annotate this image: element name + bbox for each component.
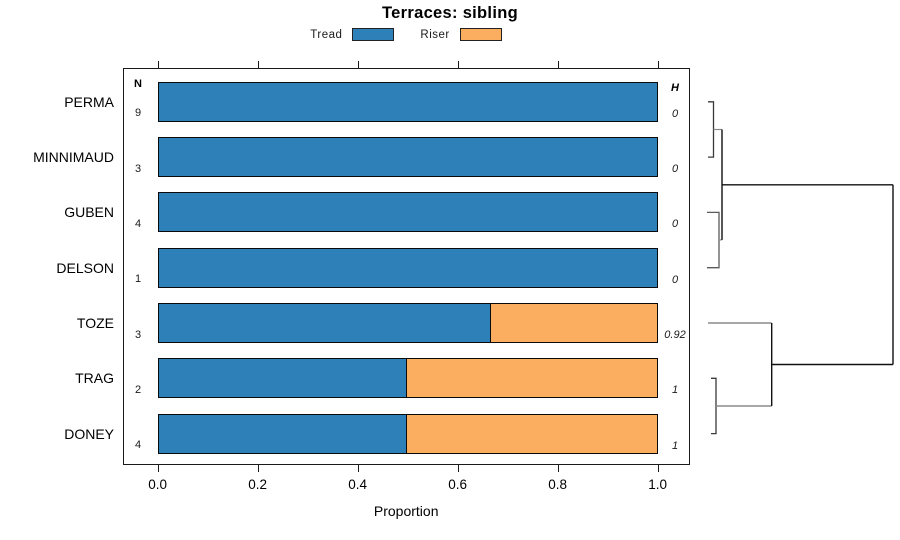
h-column-header: H <box>671 82 679 94</box>
x-tick-top <box>157 61 159 68</box>
x-tick-bottom <box>557 464 559 472</box>
n-value: 2 <box>134 383 142 396</box>
x-tick-label: 0.2 <box>248 477 268 492</box>
bar <box>157 303 658 343</box>
x-tick-top <box>457 61 459 68</box>
n-value: 9 <box>134 107 142 120</box>
x-tick-top <box>657 61 659 68</box>
legend-item-riser: Riser <box>420 28 502 41</box>
n-value: 4 <box>134 439 142 452</box>
h-value: 1 <box>671 384 679 397</box>
legend: Tread Riser <box>122 26 690 43</box>
bar <box>157 81 658 122</box>
bar-segment-tread <box>157 247 658 288</box>
bar <box>157 247 658 288</box>
n-column-header: N <box>134 78 142 90</box>
x-tick-label: 1.0 <box>648 477 668 492</box>
bar-segment-tread <box>157 137 658 178</box>
bar-segment-tread <box>157 413 408 454</box>
x-tick-bottom <box>657 464 659 472</box>
x-tick-bottom <box>257 464 259 472</box>
h-value: 0 <box>671 163 679 176</box>
bar <box>157 358 658 399</box>
x-tick-bottom <box>357 464 359 472</box>
bar-segment-tread <box>157 303 492 343</box>
category-label: TRAG <box>75 370 114 387</box>
category-label: DELSON <box>56 259 114 276</box>
bar-segment-tread <box>157 358 408 399</box>
category-label: GUBEN <box>64 204 114 221</box>
h-value: 0 <box>671 218 679 231</box>
x-axis-title: Proportion <box>373 503 439 519</box>
x-tick-label: 0.8 <box>548 477 568 492</box>
h-value: 0 <box>671 273 679 286</box>
legend-swatch-riser <box>459 28 502 41</box>
x-tick-bottom <box>457 464 459 472</box>
bar-segment-tread <box>157 81 658 122</box>
bar-segment-riser <box>406 358 658 399</box>
n-value: 3 <box>134 162 142 175</box>
bar-segment-riser <box>406 413 658 454</box>
dendro-bracket-trag-doney <box>711 377 717 435</box>
x-tick-label: 0.4 <box>348 477 368 492</box>
x-tick-top <box>557 61 559 68</box>
bar <box>157 413 658 454</box>
x-tick-top <box>257 61 259 68</box>
x-tick-top <box>357 61 359 68</box>
legend-swatch-tread <box>352 28 395 41</box>
legend-item-tread: Tread <box>310 28 395 41</box>
legend-label-riser: Riser <box>420 28 450 41</box>
h-value: 0.92 <box>664 329 686 341</box>
n-value: 1 <box>134 273 142 286</box>
h-value: 0 <box>671 107 679 120</box>
n-value: 4 <box>134 217 142 230</box>
category-label: PERMA <box>64 93 114 110</box>
legend-label-tread: Tread <box>310 28 343 41</box>
category-label: TOZE <box>76 315 114 331</box>
bar-segment-tread <box>157 192 658 233</box>
chart-title: Terraces: sibling <box>382 4 518 22</box>
x-tick-bottom <box>157 464 159 472</box>
bar-segment-riser <box>489 303 658 343</box>
bar <box>157 192 658 233</box>
x-tick-label: 0.6 <box>448 477 468 492</box>
dendro-bracket-guben-delson <box>707 211 720 269</box>
x-tick-label: 0.0 <box>148 477 168 492</box>
bar <box>157 137 658 178</box>
h-value: 1 <box>671 439 679 452</box>
dendro-bracket-perma-minnimaud <box>708 101 715 158</box>
category-label: DONEY <box>64 425 114 442</box>
n-value: 3 <box>134 328 142 341</box>
category-label: MINNIMAUD <box>33 149 114 166</box>
